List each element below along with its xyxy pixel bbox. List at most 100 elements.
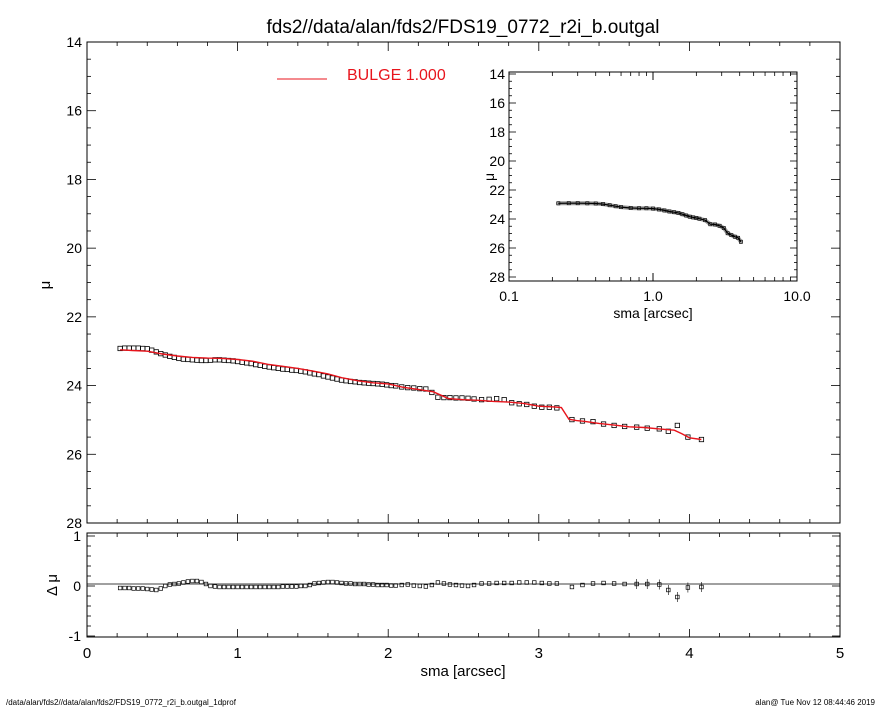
residual-y-tick-label: 0 <box>73 578 81 594</box>
residual-data-point <box>569 584 575 590</box>
residual-data-point <box>343 581 349 586</box>
main-data-point <box>180 356 186 362</box>
x-tick-label: 3 <box>535 645 543 662</box>
residual-data-point <box>149 587 154 592</box>
residual-data-point <box>316 580 322 586</box>
residual-data-point <box>479 581 484 586</box>
main-data-point <box>185 356 191 363</box>
residual-data-point <box>235 584 240 590</box>
residual-data-point <box>547 581 552 586</box>
residual-data-point <box>312 581 317 586</box>
main-data-point <box>280 366 286 372</box>
inset-data-point <box>736 235 741 240</box>
main-data-point <box>435 394 441 400</box>
bulge-model-line <box>120 349 702 441</box>
main-y-tick-label: 26 <box>66 446 82 462</box>
inset-data-point <box>628 206 633 210</box>
residual-data-point <box>212 584 218 589</box>
residual-data-point <box>190 578 195 584</box>
inset-data-point <box>672 210 676 215</box>
residual-data-point <box>127 585 132 591</box>
inset-y-tick-label: 26 <box>489 240 505 256</box>
residual-data-point <box>447 582 453 587</box>
inset-y-tick-label: 18 <box>489 124 505 140</box>
main-data-point <box>539 404 545 410</box>
main-y-tick-label: 24 <box>66 378 82 394</box>
x-tick-label: 1 <box>233 645 241 662</box>
residual-data-point <box>136 586 141 591</box>
residual-data-point <box>321 580 326 585</box>
residual-data-point <box>622 581 627 587</box>
residual-data-point <box>435 580 441 585</box>
inset-data-point <box>708 222 713 227</box>
main-y-tick-label: 28 <box>66 515 82 531</box>
inset-data-point <box>601 202 605 206</box>
main-y-tick-label: 20 <box>66 240 82 256</box>
inset-data-point <box>566 201 571 206</box>
inset-data-point <box>667 209 672 214</box>
main-y-tick-label: 18 <box>66 171 82 187</box>
residual-data-point <box>334 580 340 585</box>
residual-data-point <box>163 583 168 589</box>
residual-data-point <box>267 584 272 590</box>
footer-file-path: /data/alan/fds2//data/alan/fds2/FDS19_07… <box>6 698 236 707</box>
main-data-point <box>284 366 290 373</box>
residual-data-point <box>675 594 680 600</box>
residual-data-point <box>666 587 671 593</box>
residual-data-point <box>657 582 662 587</box>
residual-data-point <box>357 581 362 587</box>
residual-data-point <box>325 579 331 585</box>
residual-data-point <box>117 585 123 591</box>
residual-data-point <box>517 580 522 585</box>
residual-data-point <box>502 580 507 586</box>
residual-data-layer <box>117 578 704 602</box>
residual-data-point <box>208 583 213 589</box>
residual-data-point <box>289 584 294 589</box>
inset-data-point <box>721 226 726 230</box>
inset-profile-line <box>558 202 742 243</box>
residual-data-point <box>375 582 380 588</box>
main-data-point <box>271 365 277 371</box>
main-data-point <box>674 422 680 429</box>
residual-data-point <box>361 581 367 587</box>
inset-frame <box>508 71 798 282</box>
inset-data-point <box>593 201 598 206</box>
residual-data-point <box>348 581 353 586</box>
main-data-point <box>189 357 196 363</box>
main-axis-ticks: 14 16 18 20 22 24 26 28 <box>66 34 841 531</box>
residual-data-point <box>294 584 299 589</box>
residual-data-point <box>429 582 435 588</box>
residual-data-point <box>509 580 514 586</box>
main-data-point <box>685 434 691 440</box>
residual-data-point <box>486 581 492 586</box>
residual-data-point <box>158 586 163 591</box>
main-data-point <box>135 345 141 351</box>
residual-data-point <box>122 585 127 591</box>
residual-data-point <box>244 584 249 590</box>
residual-data-point <box>285 584 290 589</box>
residual-data-point <box>185 579 191 584</box>
residual-data-point <box>366 582 371 587</box>
main-data-point <box>144 346 150 352</box>
residual-data-point <box>339 580 344 586</box>
residual-data-point <box>253 584 258 590</box>
residual-data-point <box>330 579 335 585</box>
inset-data-point <box>662 208 667 213</box>
residual-data-point <box>154 587 159 593</box>
inset-data-point <box>651 206 655 211</box>
x-axis-label: sma [arcsec] <box>420 663 505 680</box>
inset-data-point <box>556 201 561 206</box>
inset-data-point <box>725 231 730 236</box>
residual-data-point <box>194 578 200 584</box>
inset-data-point <box>613 204 618 209</box>
main-title: fds2//data/alan/fds2/FDS19_0772_r2i_b.ou… <box>267 17 660 38</box>
x-tick-label: 4 <box>685 645 693 662</box>
main-y-tick-label: 14 <box>66 34 82 50</box>
inset-data-point <box>676 211 681 215</box>
footer-user-timestamp: alan@ Tue Nov 12 08:44:46 2019 <box>755 698 875 707</box>
residual-data-point <box>140 586 145 591</box>
residual-data-point <box>203 581 209 587</box>
legend: BULGE 1.000 <box>277 67 446 84</box>
x-tick-label: 2 <box>384 645 392 662</box>
